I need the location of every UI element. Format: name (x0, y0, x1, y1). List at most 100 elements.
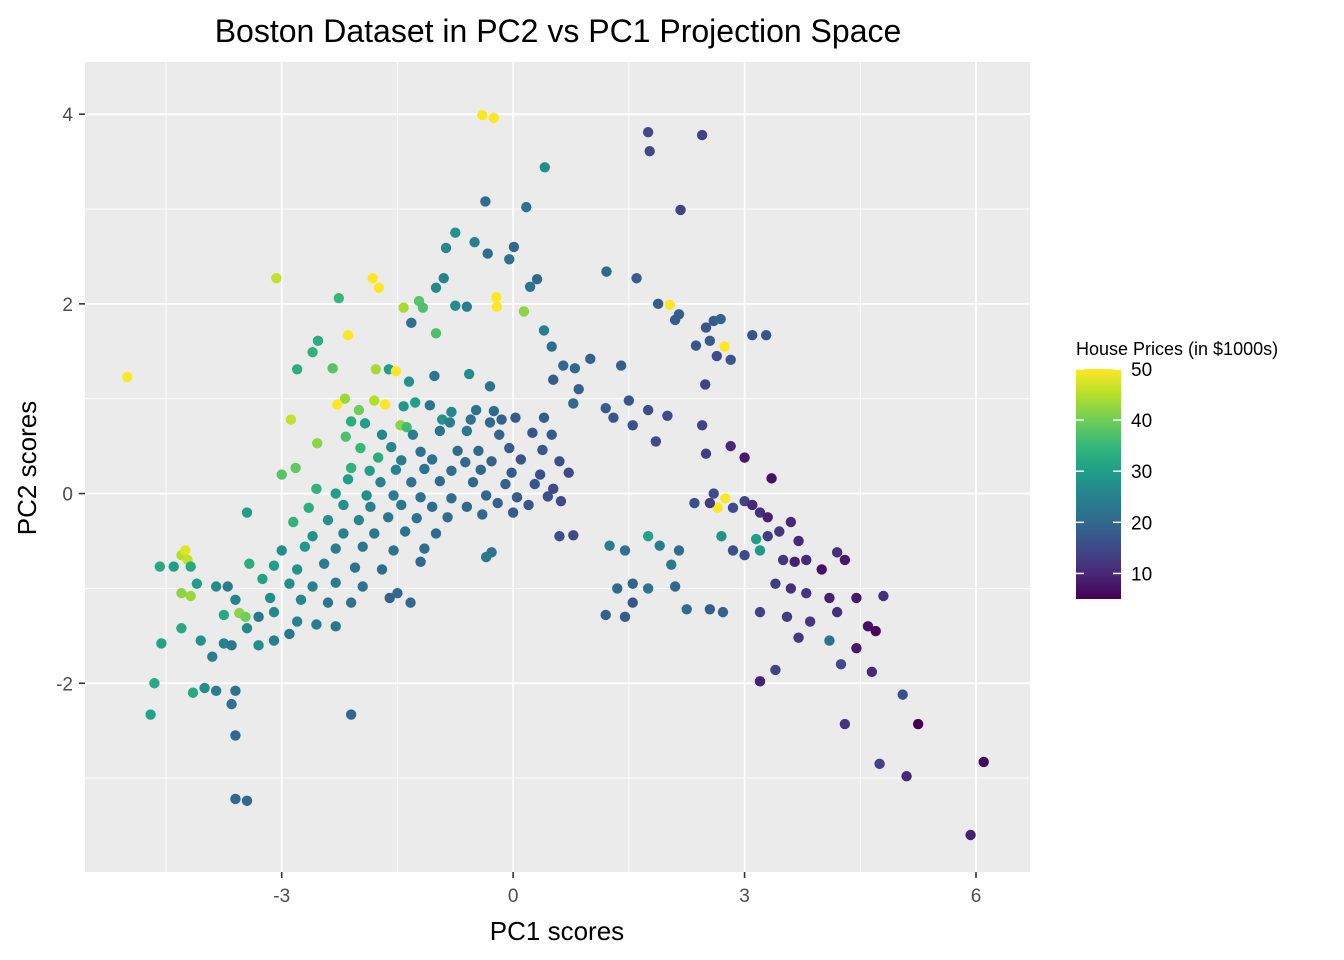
data-point (689, 497, 700, 509)
data-point (361, 490, 372, 501)
data-point (793, 632, 804, 643)
data-point (392, 587, 403, 599)
data-point (187, 687, 199, 698)
data-point (824, 592, 835, 604)
data-point (450, 300, 461, 311)
data-point (342, 474, 354, 485)
plot-panel (85, 62, 1030, 872)
data-point (330, 577, 341, 588)
data-point (419, 463, 430, 475)
data-point (406, 476, 417, 488)
data-point (675, 204, 686, 216)
data-point (409, 397, 421, 408)
data-point (357, 541, 368, 552)
data-point (531, 274, 543, 285)
data-point (291, 364, 303, 375)
data-point (241, 795, 253, 807)
grid-lines (85, 62, 1030, 872)
data-point (180, 545, 191, 556)
data-point (484, 381, 496, 392)
data-point (527, 427, 538, 439)
data-point (739, 452, 750, 463)
data-point (608, 412, 619, 423)
x-axis-label: PC1 scores (490, 916, 624, 946)
data-point (230, 685, 241, 697)
data-point (295, 594, 307, 605)
data-point (388, 545, 399, 556)
data-point (573, 384, 584, 395)
data-point (353, 404, 365, 416)
data-point (747, 329, 758, 341)
data-point (370, 364, 382, 375)
data-point (195, 635, 206, 646)
data-point (450, 227, 461, 238)
data-point (357, 581, 368, 592)
data-point (747, 499, 758, 511)
legend-tick-label: 30 (1131, 462, 1152, 483)
data-point (461, 301, 473, 312)
data-point (318, 558, 330, 569)
data-point (327, 363, 338, 374)
data-point (785, 516, 797, 528)
data-point (504, 254, 515, 265)
data-point (406, 317, 417, 329)
data-point (415, 446, 426, 458)
data-point (396, 499, 407, 511)
data-point (349, 562, 361, 573)
data-point (623, 395, 635, 406)
data-point (307, 581, 318, 592)
data-point (851, 592, 862, 604)
data-point (145, 709, 156, 720)
data-point (601, 266, 612, 277)
data-point (322, 597, 334, 608)
data-point (452, 445, 463, 457)
data-point (770, 664, 781, 676)
data-point (338, 528, 349, 539)
data-point (804, 616, 816, 627)
data-point (897, 689, 908, 700)
data-point (619, 611, 631, 623)
data-point (510, 412, 521, 423)
data-point (490, 292, 502, 303)
data-point (480, 551, 492, 563)
data-point (426, 454, 438, 465)
data-point (555, 495, 567, 507)
data-point (711, 350, 722, 362)
data-point (766, 473, 777, 484)
data-point (156, 638, 167, 649)
data-point (500, 478, 511, 490)
data-point (218, 609, 230, 621)
data-point (851, 642, 862, 654)
data-point (539, 162, 550, 173)
data-point (303, 502, 314, 513)
data-point (716, 531, 727, 542)
data-point (444, 417, 456, 428)
data-point (353, 514, 365, 526)
data-point (760, 329, 772, 341)
x-tick-label: 0 (508, 886, 519, 907)
data-point (379, 399, 391, 410)
data-point (185, 590, 196, 602)
data-point (537, 444, 548, 456)
data-point (480, 490, 492, 501)
data-point (241, 507, 253, 518)
data-point (290, 462, 301, 474)
data-point (754, 545, 766, 556)
data-point (311, 619, 322, 630)
data-point (230, 793, 241, 805)
data-point (230, 730, 241, 741)
data-point (372, 452, 384, 463)
y-tick-label: 2 (62, 295, 73, 316)
data-point (475, 464, 486, 476)
data-point (546, 341, 557, 352)
data-point (717, 606, 729, 618)
data-point (241, 623, 253, 634)
data-point (690, 340, 702, 351)
data-point (604, 540, 615, 551)
data-point (631, 273, 642, 284)
data-point (662, 410, 673, 421)
data-point (793, 535, 804, 547)
data-point (240, 611, 251, 623)
data-point (642, 126, 654, 138)
data-point (669, 581, 681, 592)
